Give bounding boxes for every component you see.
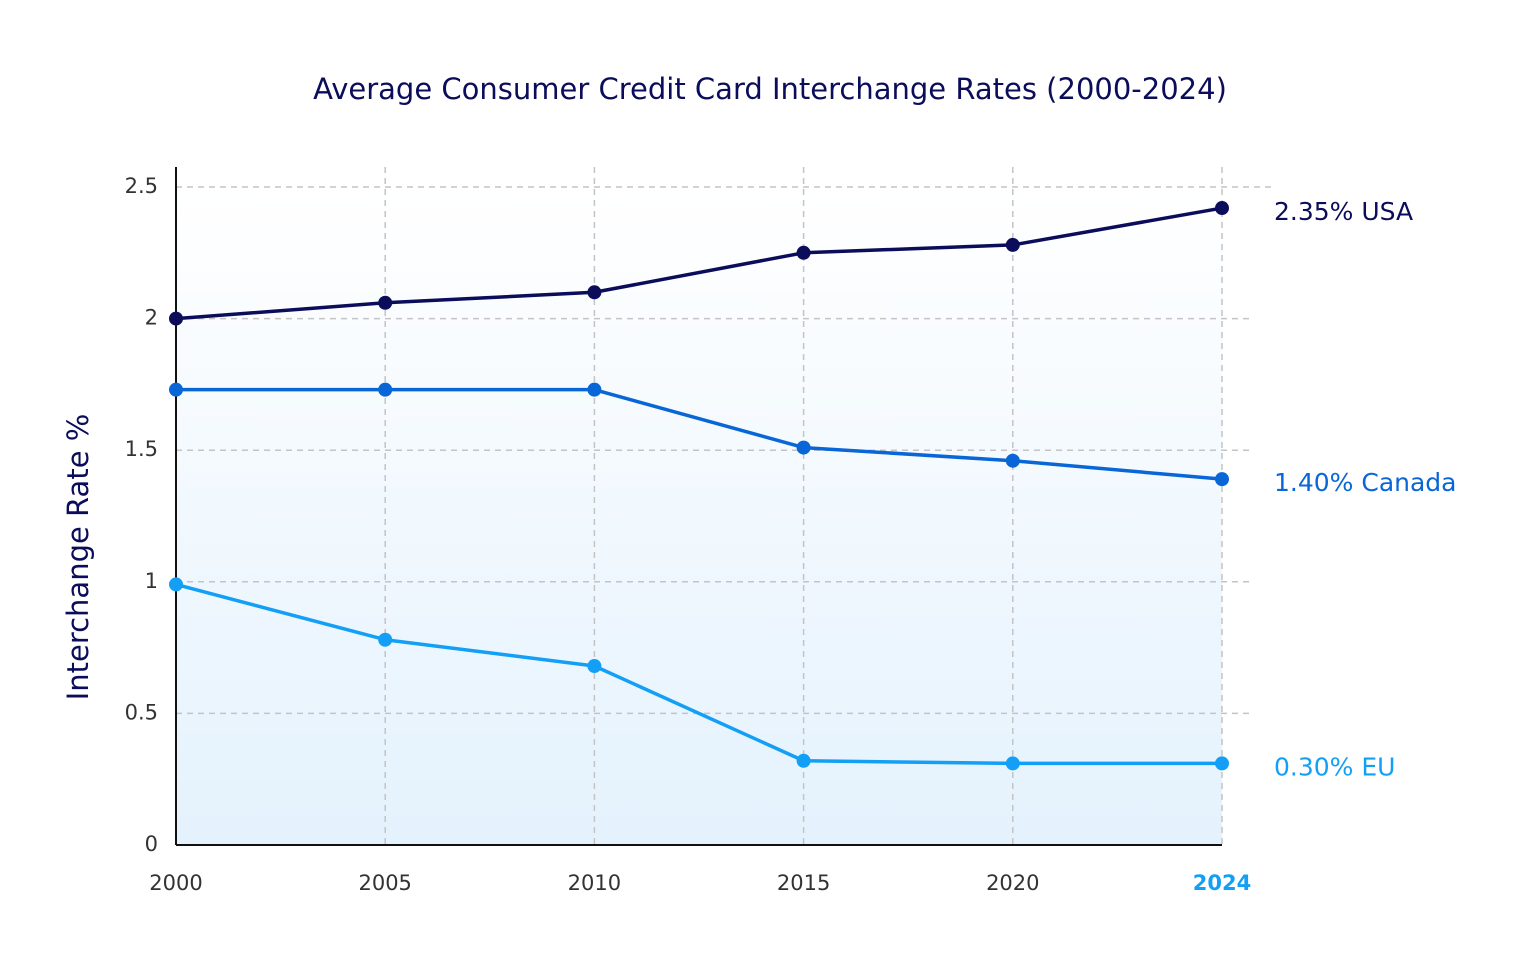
data-point	[169, 382, 183, 397]
data-point	[378, 295, 393, 310]
series-label: 2.35% USA	[1274, 197, 1413, 226]
data-point	[587, 382, 602, 397]
x-tick-label: 2024	[1193, 871, 1251, 895]
data-point	[587, 659, 602, 674]
data-point	[169, 311, 183, 326]
data-point	[1005, 756, 1020, 771]
y-tick-label: 1.5	[125, 437, 158, 461]
y-tick-label: 1	[145, 569, 158, 593]
data-point	[1005, 237, 1020, 252]
data-point	[796, 245, 811, 260]
plot	[169, 201, 1229, 771]
grid	[176, 167, 1275, 845]
data-point	[378, 632, 393, 647]
series-label: 1.40% Canada	[1274, 468, 1457, 497]
x-tick-label: 2005	[358, 871, 411, 895]
plot-background	[176, 187, 1222, 845]
y-tick-label: 0	[145, 832, 158, 856]
y-tick-label: 0.5	[125, 700, 158, 724]
data-point	[1215, 756, 1229, 771]
chart-title: Average Consumer Credit Card Interchange…	[313, 72, 1227, 106]
series-line	[176, 387, 1223, 481]
series-line	[175, 582, 1222, 766]
x-tick-label: 2020	[986, 871, 1039, 895]
x-tick-label: 2015	[777, 871, 830, 895]
data-point	[796, 753, 811, 768]
y-tick-label: 2.5	[125, 174, 158, 198]
data-point	[1005, 453, 1020, 468]
data-point	[1215, 472, 1229, 487]
data-point	[587, 285, 602, 300]
x-tick-label: 2000	[149, 871, 202, 895]
x-tick-label: 2010	[568, 871, 621, 895]
series-label: 0.30% EU	[1274, 752, 1395, 781]
data-point	[796, 440, 811, 455]
y-axis-title: Interchange Rate %	[61, 414, 95, 701]
data-point	[169, 577, 183, 592]
data-point	[378, 382, 393, 397]
data-point	[1215, 201, 1229, 216]
y-tick-label: 2	[145, 306, 158, 330]
series-line	[175, 206, 1223, 321]
